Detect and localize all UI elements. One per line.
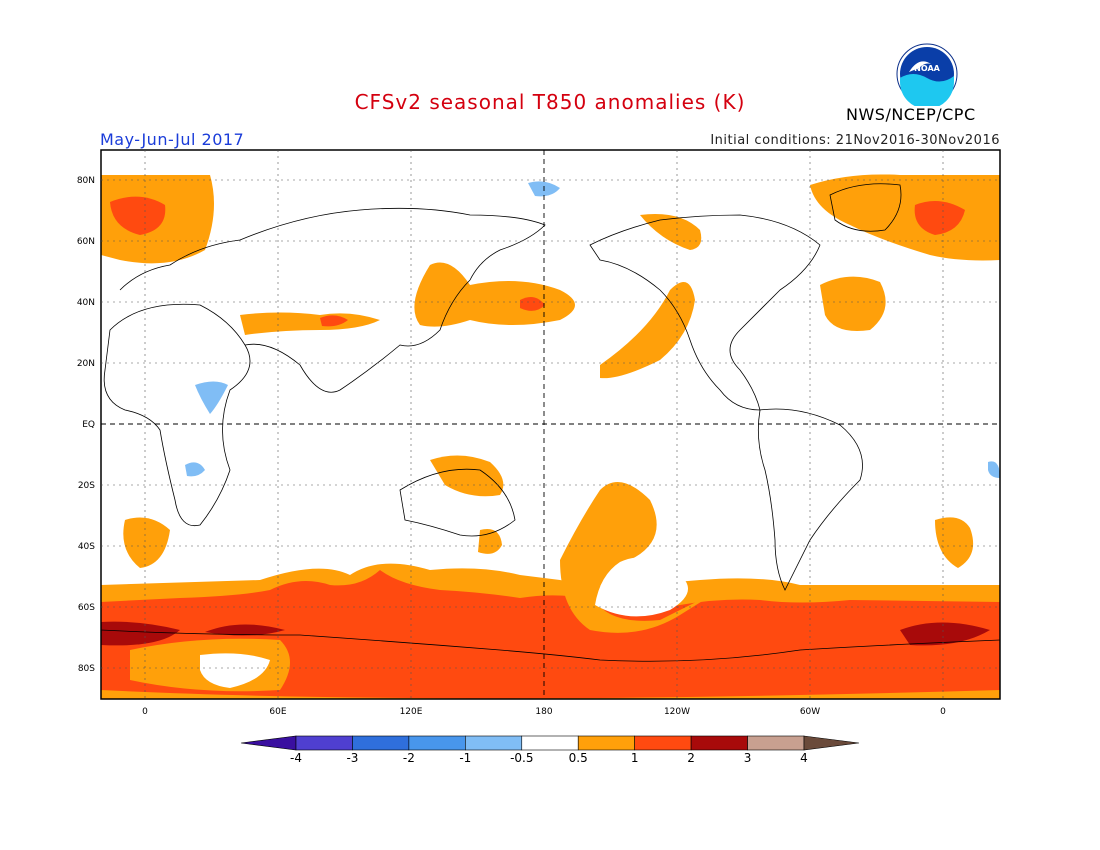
colorbar-end-high bbox=[803, 735, 860, 751]
colorbar-swatch bbox=[352, 735, 410, 751]
anomaly-north-pacific bbox=[414, 262, 575, 327]
latitude-labels: 80N 60N 40N 20N EQ 20S 40S 60S 80S bbox=[77, 176, 95, 674]
colorbar-label: 2 bbox=[687, 751, 695, 765]
anomaly-band-red-south bbox=[101, 570, 1000, 699]
lon-label: 120E bbox=[400, 707, 423, 717]
colorbar-label: -3 bbox=[346, 751, 358, 765]
lat-label: EQ bbox=[82, 420, 95, 430]
anomaly-central-asia bbox=[240, 312, 380, 335]
colorbar-swatch bbox=[634, 735, 692, 751]
colorbar-end-low bbox=[240, 735, 297, 751]
logo-text: NOAA bbox=[914, 64, 940, 73]
colorbar-label: -1 bbox=[459, 751, 471, 765]
colorbar-label: 0.5 bbox=[569, 751, 588, 765]
lon-label: 0 bbox=[142, 707, 148, 717]
forecast-period: May-Jun-Jul 2017 bbox=[100, 130, 245, 149]
anomaly-south-pacific-neutral bbox=[595, 557, 688, 617]
colorbar-label: -4 bbox=[290, 751, 302, 765]
lon-label: 60E bbox=[269, 707, 286, 717]
anomaly-south-atlantic-east bbox=[935, 517, 974, 568]
lat-label: 60N bbox=[77, 237, 95, 247]
lat-label: 80N bbox=[77, 176, 95, 186]
lat-label: 40S bbox=[78, 542, 95, 552]
anomaly-north-atlantic-east bbox=[810, 174, 1000, 261]
colorbar-swatch bbox=[521, 735, 579, 751]
lat-label: 40N bbox=[77, 298, 95, 308]
anomaly-north-australia bbox=[430, 455, 504, 497]
colorbar-swatch bbox=[690, 735, 748, 751]
initial-conditions: Initial conditions: 21Nov2016-30Nov2016 bbox=[710, 133, 1000, 148]
colorbar-swatch bbox=[295, 735, 353, 751]
anomaly-central-asia-red bbox=[320, 315, 348, 327]
anomaly-darkred-indian bbox=[205, 624, 285, 636]
lon-label: 60W bbox=[800, 707, 820, 717]
anomaly-tasman bbox=[478, 529, 502, 554]
noaa-logo: NOAA bbox=[896, 43, 958, 106]
coast-greenland bbox=[829, 183, 902, 232]
colorbar-label: -2 bbox=[403, 751, 415, 765]
colorbar-label: 4 bbox=[800, 751, 808, 765]
anomaly-darkred-east bbox=[900, 622, 990, 646]
colorbar: -4 -3 -2 -1 -0.5 0.5 1 2 3 4 bbox=[240, 735, 860, 765]
lat-label: 20N bbox=[77, 359, 95, 369]
anomaly-south-atlantic-west bbox=[123, 517, 170, 568]
coast-north-america bbox=[589, 214, 821, 411]
agency-label: NWS/NCEP/CPC bbox=[846, 105, 976, 124]
colorbar-swatch bbox=[465, 735, 523, 751]
coast-eurasia bbox=[119, 207, 546, 393]
anomaly-fields bbox=[101, 174, 1000, 699]
colorbar-label: 1 bbox=[631, 751, 639, 765]
longitude-labels: 0 60E 120E 180 120W 60W 0 bbox=[142, 707, 946, 717]
map-grid bbox=[101, 150, 1000, 699]
lon-label: 180 bbox=[535, 707, 552, 717]
colorbar-label: 3 bbox=[744, 751, 752, 765]
lat-label: 20S bbox=[78, 481, 95, 491]
anomaly-atlantic-midlat bbox=[820, 276, 886, 331]
map-reference-lines bbox=[101, 150, 1000, 699]
lon-label: 0 bbox=[940, 707, 946, 717]
anomaly-orange-south-bottom bbox=[101, 690, 1000, 699]
anomaly-alaska bbox=[640, 214, 702, 250]
anomaly-north-atlantic-east-red bbox=[914, 201, 965, 235]
anomaly-darkred-west bbox=[101, 621, 180, 646]
colorbar-swatch bbox=[408, 735, 466, 751]
lon-label: 120W bbox=[664, 707, 690, 717]
map-frame bbox=[100, 149, 1001, 700]
anomaly-east-pacific bbox=[600, 282, 695, 379]
anomaly-north-atlantic-west-red bbox=[110, 196, 166, 235]
anomaly-south-pacific-orange bbox=[560, 482, 720, 633]
coast-south-america bbox=[757, 408, 863, 591]
lat-label: 80S bbox=[78, 664, 95, 674]
colorbar-swatch bbox=[747, 735, 805, 751]
coast-australia bbox=[399, 468, 516, 537]
coastlines bbox=[101, 183, 1000, 662]
anomaly-blue-south-atlantic bbox=[185, 462, 205, 477]
colorbar-label: -0.5 bbox=[510, 751, 533, 765]
anomaly-antarctic-neutral bbox=[200, 653, 270, 688]
map-title: CFSv2 seasonal T850 anomalies (K) bbox=[354, 90, 746, 114]
colorbar-swatch bbox=[577, 735, 635, 751]
anomaly-north-pacific-red bbox=[520, 296, 545, 311]
lat-label: 60S bbox=[78, 603, 95, 613]
coast-antarctica bbox=[101, 629, 1000, 662]
anomaly-blue-east-africa bbox=[195, 381, 228, 414]
anomaly-blue-atlantic-east bbox=[988, 461, 1000, 478]
coast-africa bbox=[103, 303, 251, 527]
